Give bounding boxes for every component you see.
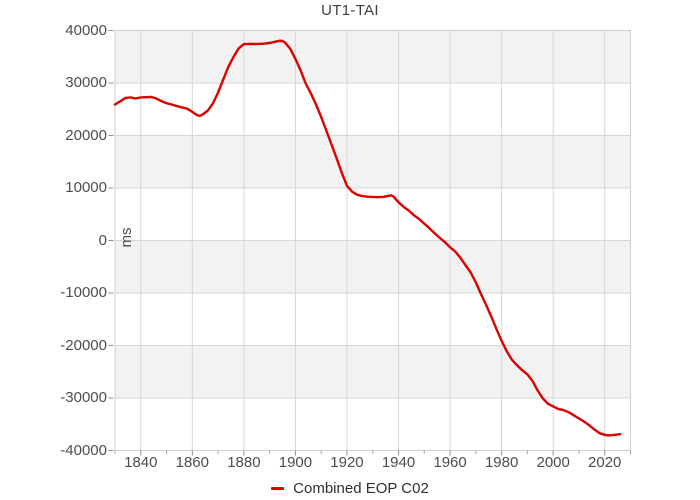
x-tick-label: 1880 [227, 454, 261, 471]
legend-line-marker [271, 486, 285, 490]
x-tick-label: 1900 [278, 454, 313, 471]
grid-band [115, 83, 631, 136]
x-tick-label: 1960 [433, 454, 467, 471]
series-line [113, 39, 622, 437]
x-tick-label: 1980 [484, 454, 519, 471]
y-tick-label: -40000 [60, 441, 107, 459]
legend-series-label: Combined EOP C02 [293, 479, 429, 497]
legend: Combined EOP C02 [0, 478, 700, 498]
y-tick-label: -30000 [60, 389, 107, 406]
y-axis-label: ms [118, 227, 135, 248]
y-tick-label: 20000 [65, 126, 107, 144]
grid-band [115, 135, 631, 188]
grid-band [115, 398, 631, 451]
grid-bands [115, 30, 631, 451]
grid-band [115, 345, 631, 398]
grid-band [115, 240, 631, 293]
y-tick-label: 0 [98, 231, 107, 249]
x-tick-label: 1840 [124, 454, 158, 471]
y-tick-label: -20000 [60, 336, 107, 354]
grid-band [115, 30, 631, 83]
x-tick-label: 1940 [381, 454, 416, 471]
y-tick-label: 40000 [65, 21, 107, 39]
x-tick-label: 1920 [330, 454, 364, 471]
y-tick-label: -10000 [60, 284, 107, 301]
y-tick-label: 30000 [65, 74, 107, 91]
chart-title: UT1-TAI [321, 2, 379, 19]
grid-band [115, 293, 631, 346]
tick-marks [108, 30, 631, 456]
x-tick-label: 1860 [175, 454, 209, 471]
y-tick-label: 10000 [65, 179, 107, 196]
x-tick-label: 2020 [588, 454, 622, 471]
x-tick-label: 2000 [536, 454, 570, 471]
